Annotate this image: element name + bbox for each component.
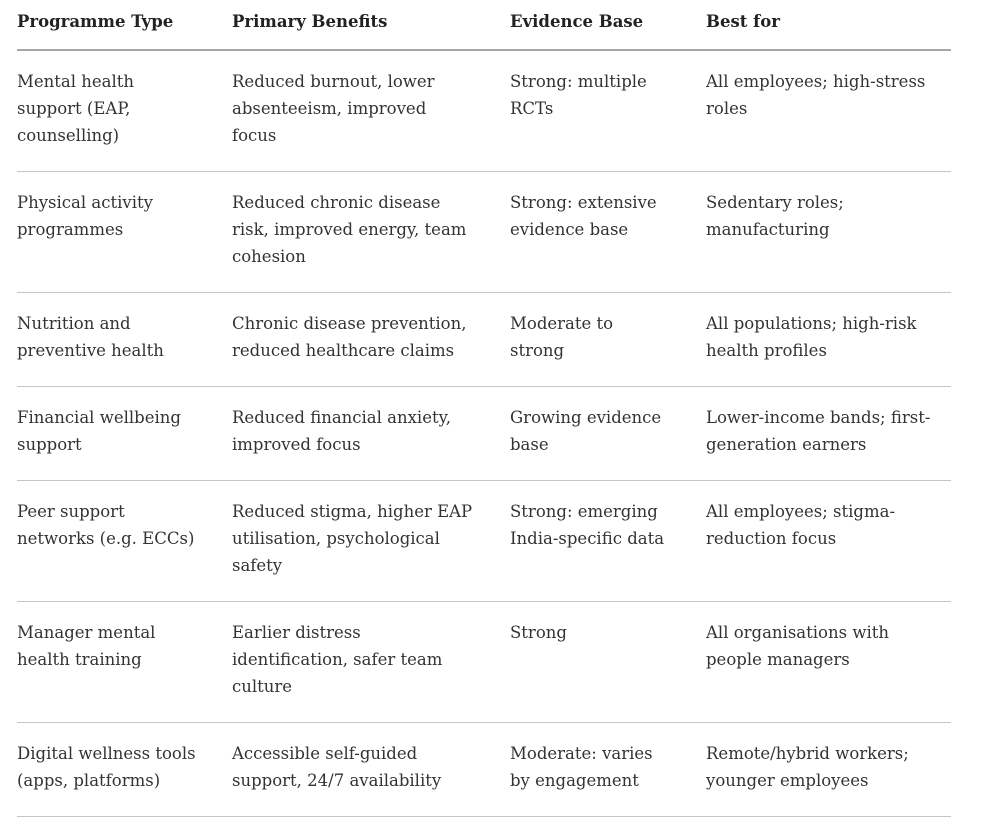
table-row: Peer support networks (e.g. ECCs) Reduced… [17, 480, 951, 602]
table-cell-programme-type: Mental health support (EAP, counselling) [17, 50, 232, 172]
table-cell-best-for: Lower-income bands; first-generation ear… [706, 386, 951, 481]
table-cell-evidence-base: Strong [510, 601, 706, 723]
table-row: Physical activity programmes Reduced chro… [17, 171, 951, 293]
table-cell-primary-benefits: Accessible self-guided support, 24/7 ava… [232, 722, 510, 817]
table-cell-primary-benefits: Earlier distress identification, safer t… [232, 601, 510, 723]
table-cell-programme-type: Manager mental health training [17, 601, 232, 723]
table-cell-evidence-base: Moderate: varies by engagement [510, 722, 706, 817]
table-row: Mental health support (EAP, counselling)… [17, 50, 951, 172]
column-header: Programme Type [17, 6, 232, 51]
table-cell-evidence-base: Strong: multiple RCTs [510, 50, 706, 172]
table-row: Financial wellbeing support Reduced finan… [17, 386, 951, 481]
table-cell-primary-benefits: Chronic disease prevention, reduced heal… [232, 292, 510, 387]
table-cell-evidence-base: Strong: extensive evidence base [510, 171, 706, 293]
table-cell-programme-type: Financial wellbeing support [17, 386, 232, 481]
wellness-programmes-table: Programme Type Primary Benefits Evidence B… [17, 6, 951, 817]
table-cell-evidence-base: Growing evidence base [510, 386, 706, 481]
table-cell-programme-type: Digital wellness tools (apps, platforms) [17, 722, 232, 817]
table-cell-programme-type: Nutrition and preventive health [17, 292, 232, 387]
table-cell-best-for: All employees; stigma-reduction focus [706, 480, 951, 602]
table-cell-primary-benefits: Reduced stigma, higher EAP utilisation, … [232, 480, 510, 602]
table-cell-best-for: All employees; high-stress roles [706, 50, 951, 172]
table-cell-primary-benefits: Reduced burnout, lower absenteeism, impr… [232, 50, 510, 172]
article-page: Programme Type Primary Benefits Evidence B… [17, 6, 951, 817]
table-cell-programme-type: Physical activity programmes [17, 171, 232, 293]
table-row: Manager mental health training Earlier di… [17, 601, 951, 723]
column-header: Primary Benefits [232, 6, 510, 51]
table-cell-best-for: Sedentary roles; manufacturing [706, 171, 951, 293]
column-header: Best for [706, 6, 951, 51]
table-cell-programme-type: Peer support networks (e.g. ECCs) [17, 480, 232, 602]
table-cell-best-for: All populations; high-risk health profil… [706, 292, 951, 387]
table-cell-best-for: Remote/hybrid workers; younger employees [706, 722, 951, 817]
table-cell-best-for: All organisations with people managers [706, 601, 951, 723]
table-cell-evidence-base: Strong: emerging India-specific data [510, 480, 706, 602]
table-header-row: Programme Type Primary Benefits Evidence B… [17, 6, 951, 51]
column-header: Evidence Base [510, 6, 706, 51]
table-cell-primary-benefits: Reduced chronic disease risk, improved e… [232, 171, 510, 293]
table-row: Nutrition and preventive health Chronic d… [17, 292, 951, 387]
table-row: Digital wellness tools (apps, platforms)… [17, 722, 951, 817]
table-cell-evidence-base: Moderate to strong [510, 292, 706, 387]
table-cell-primary-benefits: Reduced financial anxiety, improved focu… [232, 386, 510, 481]
